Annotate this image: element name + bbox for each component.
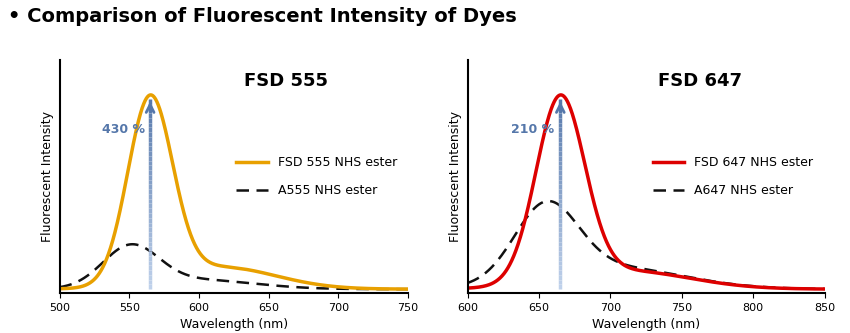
FSD 555 NHS ester bbox=[393, 287, 403, 291]
A647 NHS ester bbox=[462, 281, 473, 285]
FSD 647 NHS ester bbox=[462, 286, 473, 290]
A555 NHS ester bbox=[393, 287, 403, 291]
Text: FSD 647: FSD 647 bbox=[658, 72, 741, 90]
Legend: FSD 647 NHS ester, A647 NHS ester: FSD 647 NHS ester, A647 NHS ester bbox=[648, 151, 819, 202]
Line: FSD 555 NHS ester: FSD 555 NHS ester bbox=[60, 95, 408, 289]
FSD 555 NHS ester bbox=[329, 284, 339, 288]
FSD 647 NHS ester bbox=[636, 269, 646, 273]
FSD 555 NHS ester bbox=[54, 287, 65, 291]
A647 NHS ester bbox=[819, 287, 830, 291]
Line: A647 NHS ester: A647 NHS ester bbox=[468, 201, 824, 289]
Text: FSD 555: FSD 555 bbox=[244, 72, 328, 90]
FSD 647 NHS ester bbox=[744, 284, 754, 288]
FSD 555 NHS ester bbox=[72, 285, 82, 289]
Y-axis label: Fluorescent Intensity: Fluorescent Intensity bbox=[41, 111, 54, 242]
A647 NHS ester bbox=[636, 266, 646, 270]
FSD 555 NHS ester bbox=[403, 287, 413, 291]
A647 NHS ester bbox=[543, 199, 553, 203]
A555 NHS ester bbox=[329, 287, 339, 291]
A555 NHS ester bbox=[393, 287, 403, 291]
Line: FSD 647 NHS ester: FSD 647 NHS ester bbox=[468, 95, 824, 289]
FSD 555 NHS ester bbox=[393, 287, 403, 291]
A555 NHS ester bbox=[54, 285, 65, 289]
X-axis label: Wavelength (nm): Wavelength (nm) bbox=[592, 318, 700, 331]
A555 NHS ester bbox=[72, 280, 82, 284]
FSD 647 NHS ester bbox=[626, 266, 637, 270]
Y-axis label: Fluorescent Intensity: Fluorescent Intensity bbox=[449, 111, 462, 242]
FSD 647 NHS ester bbox=[556, 93, 566, 97]
A555 NHS ester bbox=[128, 242, 138, 246]
A647 NHS ester bbox=[480, 271, 490, 275]
A647 NHS ester bbox=[809, 287, 819, 291]
A555 NHS ester bbox=[215, 278, 225, 282]
X-axis label: Wavelength (nm): Wavelength (nm) bbox=[179, 318, 288, 331]
A647 NHS ester bbox=[626, 264, 637, 268]
FSD 647 NHS ester bbox=[809, 287, 819, 291]
A647 NHS ester bbox=[809, 287, 819, 291]
FSD 647 NHS ester bbox=[480, 284, 490, 288]
Text: 210 %: 210 % bbox=[512, 123, 554, 137]
FSD 647 NHS ester bbox=[819, 287, 830, 291]
A555 NHS ester bbox=[224, 279, 235, 283]
FSD 555 NHS ester bbox=[145, 93, 156, 97]
Text: 430 %: 430 % bbox=[101, 123, 144, 137]
A647 NHS ester bbox=[744, 284, 754, 288]
FSD 555 NHS ester bbox=[224, 265, 235, 269]
Text: • Comparison of Fluorescent Intensity of Dyes: • Comparison of Fluorescent Intensity of… bbox=[8, 7, 518, 26]
FSD 555 NHS ester bbox=[215, 264, 225, 268]
Line: A555 NHS ester: A555 NHS ester bbox=[60, 244, 408, 289]
FSD 647 NHS ester bbox=[809, 287, 819, 291]
Legend: FSD 555 NHS ester, A555 NHS ester: FSD 555 NHS ester, A555 NHS ester bbox=[231, 151, 402, 202]
A555 NHS ester bbox=[403, 287, 413, 291]
